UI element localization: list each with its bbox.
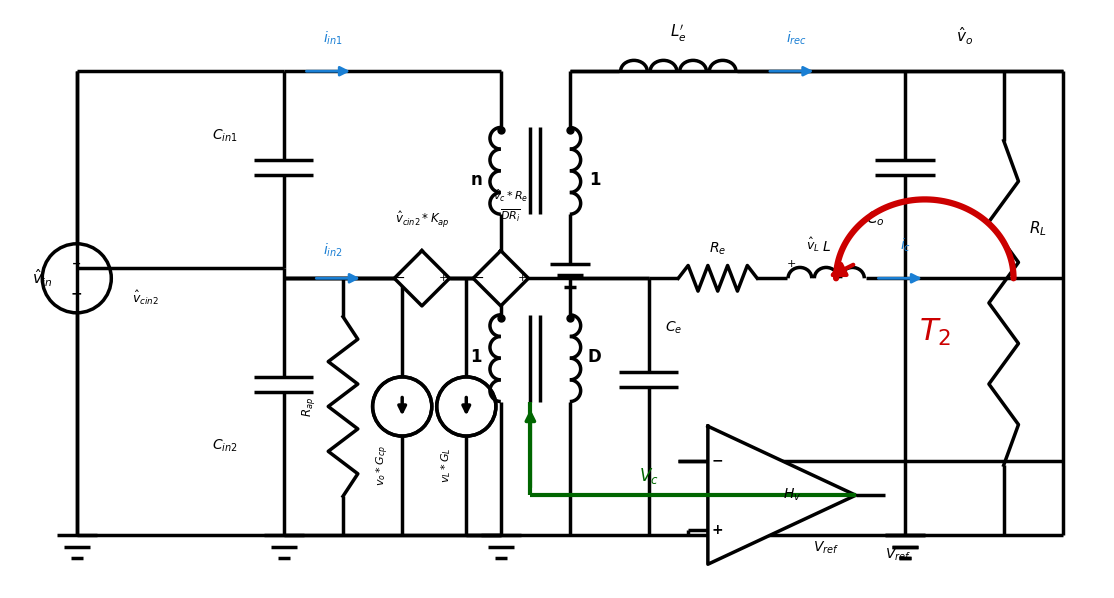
- Text: $\hat{v}_o$: $\hat{v}_o$: [956, 25, 973, 47]
- Text: $T_2$: $T_2$: [919, 317, 950, 348]
- Polygon shape: [707, 426, 856, 565]
- Text: 1: 1: [470, 348, 482, 366]
- Text: −: −: [473, 272, 485, 285]
- Text: $\hat{v}_{cin2}$: $\hat{v}_{cin2}$: [133, 289, 159, 307]
- Text: $\overline{DR_i}$: $\overline{DR_i}$: [500, 208, 521, 224]
- Text: −: −: [395, 272, 405, 285]
- Text: +: +: [439, 273, 448, 283]
- Text: 1: 1: [588, 170, 600, 189]
- Text: +: +: [786, 258, 797, 269]
- Text: $V_c$: $V_c$: [639, 465, 658, 486]
- Text: $R_e$: $R_e$: [710, 240, 726, 257]
- Polygon shape: [473, 251, 528, 306]
- Text: $C_{in1}$: $C_{in1}$: [212, 127, 237, 144]
- Text: $C_o$: $C_o$: [867, 210, 885, 228]
- Polygon shape: [394, 251, 450, 306]
- Text: −: −: [71, 286, 82, 300]
- Text: $i_{rec}$: $i_{rec}$: [786, 29, 808, 47]
- Text: +: +: [518, 273, 527, 283]
- Text: $L_e'$: $L_e'$: [670, 23, 686, 44]
- Text: $V_{ref}$: $V_{ref}$: [886, 546, 911, 563]
- Circle shape: [437, 377, 496, 436]
- Text: $C_e$: $C_e$: [665, 319, 682, 336]
- Text: $\hat{v}_L$: $\hat{v}_L$: [807, 236, 820, 254]
- Text: $v_o*G_{cp}$: $v_o*G_{cp}$: [374, 445, 391, 486]
- Text: $H_v$: $H_v$: [782, 487, 801, 504]
- Text: $i_c$: $i_c$: [899, 236, 910, 254]
- Text: $\hat{v}_{in}$: $\hat{v}_{in}$: [32, 267, 52, 289]
- Text: −: −: [712, 454, 723, 468]
- Text: $L$: $L$: [822, 240, 831, 254]
- Text: $R_{ap}$: $R_{ap}$: [300, 396, 317, 417]
- Text: +: +: [72, 258, 81, 269]
- Text: $\hat{v}_{cin2}*K_{ap}$: $\hat{v}_{cin2}*K_{ap}$: [394, 209, 449, 229]
- Text: D: D: [587, 348, 602, 366]
- Text: $i_{in1}$: $i_{in1}$: [323, 29, 343, 47]
- Text: $V_{ref}$: $V_{ref}$: [813, 539, 839, 556]
- Text: $C_{in2}$: $C_{in2}$: [212, 438, 237, 454]
- Text: $\hat{v}_c*R_e$: $\hat{v}_c*R_e$: [494, 188, 528, 205]
- Circle shape: [372, 377, 432, 436]
- Text: +: +: [712, 523, 723, 537]
- Text: $R_L$: $R_L$: [1029, 219, 1047, 239]
- Text: $i_{in2}$: $i_{in2}$: [323, 241, 343, 258]
- Text: $v_L*G_L$: $v_L*G_L$: [440, 448, 453, 483]
- Text: n: n: [470, 170, 482, 189]
